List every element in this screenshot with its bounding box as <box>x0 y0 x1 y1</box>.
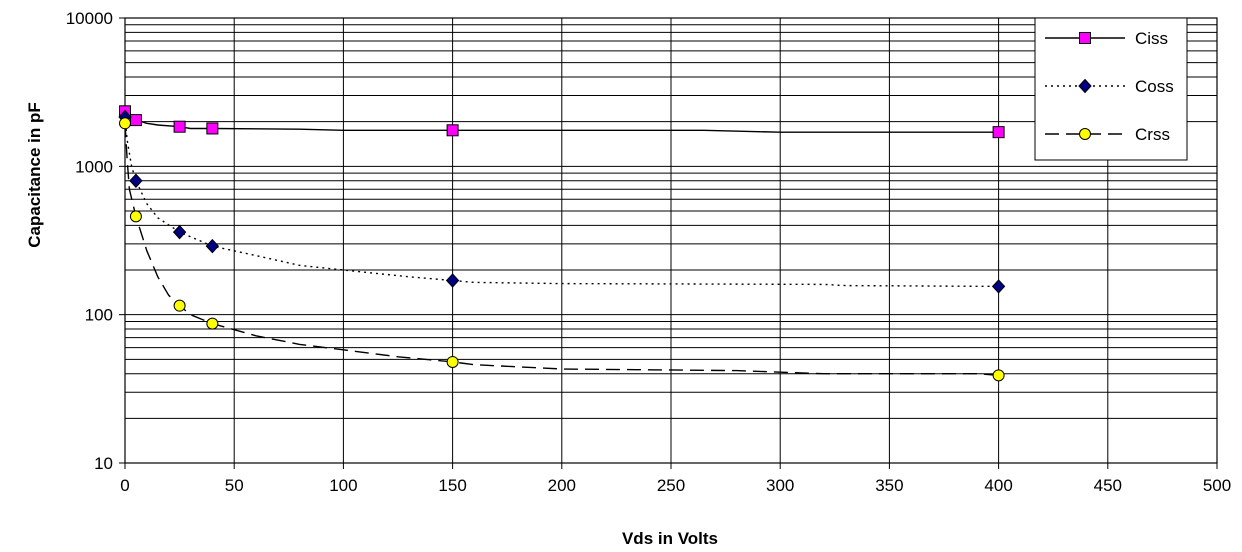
legend-label-crss: Crss <box>1135 125 1170 144</box>
x-tick-label: 500 <box>1203 476 1231 495</box>
x-tick-label: 50 <box>225 476 244 495</box>
x-tick-label: 250 <box>657 476 685 495</box>
data-point-crss <box>992 369 1005 382</box>
data-point-ciss <box>992 126 1005 139</box>
legend-label-coss: Coss <box>1135 77 1174 96</box>
data-point-crss <box>206 317 219 330</box>
x-tick-label: 0 <box>120 476 129 495</box>
x-tick-label: 300 <box>766 476 794 495</box>
data-point-ciss <box>206 122 219 135</box>
x-tick-label: 450 <box>1094 476 1122 495</box>
x-tick-label: 400 <box>984 476 1012 495</box>
y-tick-label: 1000 <box>75 157 113 176</box>
legend-swatch-marker <box>1079 32 1091 44</box>
x-tick-label: 350 <box>875 476 903 495</box>
x-tick-label: 150 <box>438 476 466 495</box>
y-tick-label: 10000 <box>66 9 113 28</box>
y-tick-label: 10 <box>94 454 113 473</box>
data-point-coss <box>991 279 1006 294</box>
x-tick-label: 200 <box>548 476 576 495</box>
x-tick-label: 100 <box>329 476 357 495</box>
data-point-crss <box>446 355 459 368</box>
legend-swatch-marker <box>1078 78 1092 94</box>
data-point-coss <box>129 173 143 188</box>
legend-label-ciss: Ciss <box>1135 29 1168 48</box>
data-point-crss <box>129 210 142 223</box>
series-line-crss <box>124 123 999 376</box>
y-axis-title: Capacitance in pF <box>25 102 44 247</box>
y-tick-label: 100 <box>85 306 113 325</box>
data-point-coss <box>172 224 187 240</box>
data-point-coss <box>445 273 460 288</box>
data-point-ciss <box>129 114 142 127</box>
data-point-ciss <box>446 124 459 137</box>
legend-box <box>1034 17 1188 161</box>
data-point-crss <box>173 299 186 312</box>
data-point-ciss <box>173 120 186 133</box>
data-point-coss <box>205 238 220 254</box>
legend-swatch-marker <box>1079 128 1091 140</box>
x-axis-title: Vds in Volts <box>622 529 718 548</box>
data-point-crss <box>119 117 131 130</box>
series-line-coss <box>124 116 999 288</box>
legend: Ciss Coss Crss <box>1034 17 1188 161</box>
